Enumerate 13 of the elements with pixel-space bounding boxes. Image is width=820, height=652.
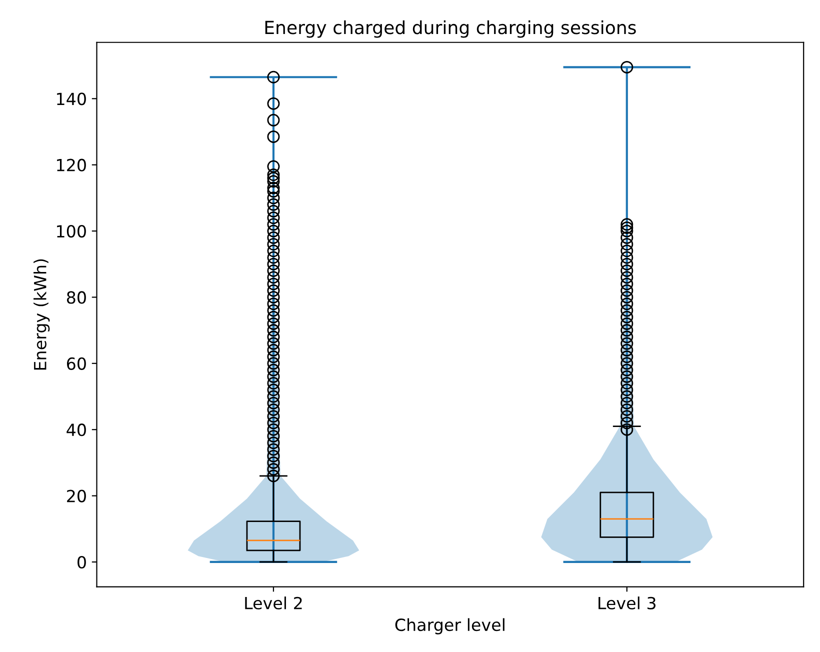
y-tick-label: 120: [57, 158, 86, 172]
chart-title: Energy charged during charging sessions: [265, 20, 636, 38]
y-tick-label: 60: [66, 357, 86, 370]
y-tick-label: 100: [57, 224, 86, 238]
y-tick-label: 140: [57, 92, 86, 106]
x-axis-title: Charger level: [395, 618, 504, 634]
y-tick-label: 40: [66, 424, 86, 436]
x-tick-label: Level 2: [245, 596, 302, 610]
y-tick-label: 0: [78, 556, 86, 569]
y-axis-title: Energy (kWh): [34, 259, 50, 370]
x-tick-label: Level 3: [598, 596, 656, 610]
y-tick-label: 80: [66, 291, 86, 304]
y-tick-label: 20: [67, 490, 86, 502]
